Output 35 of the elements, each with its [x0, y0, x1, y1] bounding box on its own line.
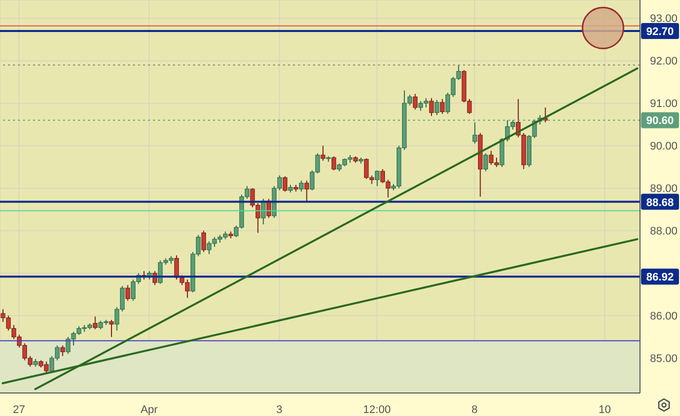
candlestick — [125, 284, 130, 302]
candlestick — [429, 98, 434, 116]
x-tick-label: 27 — [12, 404, 26, 416]
y-tick-label: 86.00 — [650, 310, 678, 323]
candlestick — [472, 122, 478, 144]
x-tick-label: 8 — [472, 404, 478, 416]
y-tick-label: 93.00 — [650, 13, 678, 26]
ref-line-label: 90.60 — [646, 115, 674, 128]
candlestick — [201, 230, 206, 252]
candlestick — [60, 344, 65, 357]
y-tick-label: 85.00 — [650, 353, 678, 366]
candlestick — [109, 319, 114, 338]
candlestick — [304, 180, 310, 202]
y-tick-label: 92.00 — [650, 56, 678, 68]
ref-line-label: 92.70 — [646, 26, 674, 38]
candlestick — [412, 93, 418, 110]
candlestick — [299, 180, 304, 192]
x-tick-label: Apr — [140, 404, 158, 416]
candlestick — [332, 156, 336, 171]
candlestick — [320, 145, 326, 162]
candlestick — [483, 152, 488, 172]
y-tick-label: 91.00 — [650, 98, 678, 110]
candlestick — [92, 316, 98, 330]
y-tick-label: 90.00 — [650, 140, 678, 153]
candlestick — [282, 176, 288, 192]
ref-line-label: 88.68 — [646, 196, 674, 209]
x-tick-label: 12:00 — [363, 404, 391, 416]
y-tick-label: 88.00 — [650, 226, 678, 238]
candlestick — [434, 99, 440, 116]
ref-line-label: 86.92 — [646, 272, 674, 284]
x-tick-label: 3 — [276, 404, 282, 416]
y-tick-label: 89.00 — [650, 183, 678, 196]
candlestick — [374, 170, 380, 187]
x-tick-label: 10 — [598, 404, 611, 416]
candlestick — [440, 98, 445, 114]
